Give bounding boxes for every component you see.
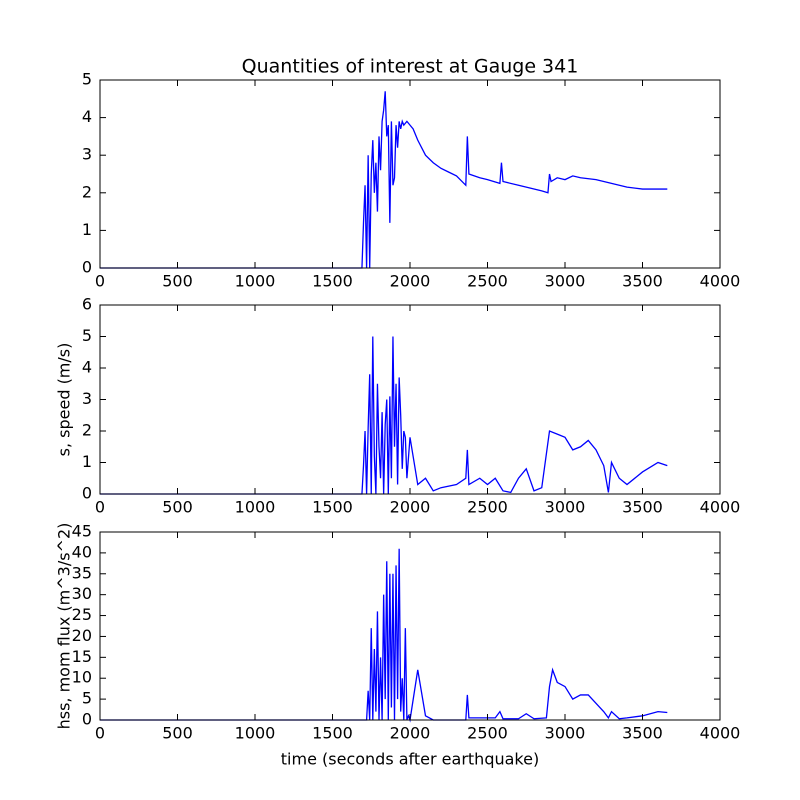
plot-area	[100, 305, 720, 494]
x-tick-label: 4000	[700, 724, 741, 743]
data-line	[100, 336, 668, 495]
x-tick-label: 2500	[467, 724, 508, 743]
x-tick-label: 1500	[312, 724, 353, 743]
y-tick-label: 5	[82, 689, 92, 708]
y-tick-label: 5	[82, 326, 92, 345]
y-tick-label: 10	[72, 668, 92, 687]
y-tick-label: 0	[82, 258, 92, 277]
chart-title: Quantities of interest at Gauge 341	[242, 56, 579, 78]
y-axis-label: hss, mom flux (m^3/s^2)	[55, 523, 74, 730]
data-line	[100, 91, 668, 269]
x-tick-label: 1500	[312, 272, 353, 291]
x-tick-label: 1000	[235, 272, 276, 291]
x-tick-label: 3500	[622, 498, 663, 517]
y-tick-label: 40	[72, 542, 92, 561]
y-tick-label: 5	[82, 70, 92, 89]
y-tick-label: 2	[82, 421, 92, 440]
y-axis-label: s, speed (m/s)	[55, 343, 74, 457]
x-tick-label: 1000	[235, 724, 276, 743]
x-tick-label: 500	[162, 498, 193, 517]
y-tick-label: 1	[82, 220, 92, 239]
x-tick-label: 2500	[467, 272, 508, 291]
x-tick-label: 500	[162, 272, 193, 291]
y-tick-label: 4	[82, 358, 92, 377]
x-tick-label: 2000	[390, 724, 431, 743]
x-tick-label: 2500	[467, 498, 508, 517]
plot-area	[100, 532, 720, 720]
x-tick-label: 500	[162, 724, 193, 743]
y-tick-label: 30	[72, 584, 92, 603]
x-tick-label: 3000	[545, 724, 586, 743]
y-tick-label: 25	[72, 605, 92, 624]
y-tick-label: 20	[72, 626, 92, 645]
y-tick-label: 2	[82, 182, 92, 201]
y-tick-label: 35	[72, 563, 92, 582]
y-tick-label: 1	[82, 452, 92, 471]
y-tick-label: 3	[82, 389, 92, 408]
x-tick-label: 0	[95, 724, 105, 743]
y-tick-label: 0	[82, 484, 92, 503]
x-tick-label: 4000	[700, 272, 741, 291]
y-tick-label: 15	[72, 647, 92, 666]
y-tick-label: 3	[82, 145, 92, 164]
x-tick-label: 3500	[622, 272, 663, 291]
y-tick-label: 45	[72, 522, 92, 541]
x-tick-label: 2000	[390, 272, 431, 291]
x-tick-label: 0	[95, 272, 105, 291]
y-tick-label: 6	[82, 295, 92, 314]
x-tick-label: 1500	[312, 498, 353, 517]
x-tick-label: 2000	[390, 498, 431, 517]
x-tick-label: 3000	[545, 272, 586, 291]
x-tick-label: 0	[95, 498, 105, 517]
y-tick-label: 0	[82, 710, 92, 729]
x-tick-label: 4000	[700, 498, 741, 517]
x-axis-label: time (seconds after earthquake)	[281, 750, 539, 769]
plot-area	[100, 80, 720, 268]
y-tick-label: 4	[82, 107, 92, 126]
x-tick-label: 3500	[622, 724, 663, 743]
x-tick-label: 1000	[235, 498, 276, 517]
x-tick-label: 3000	[545, 498, 586, 517]
data-line	[100, 548, 668, 723]
